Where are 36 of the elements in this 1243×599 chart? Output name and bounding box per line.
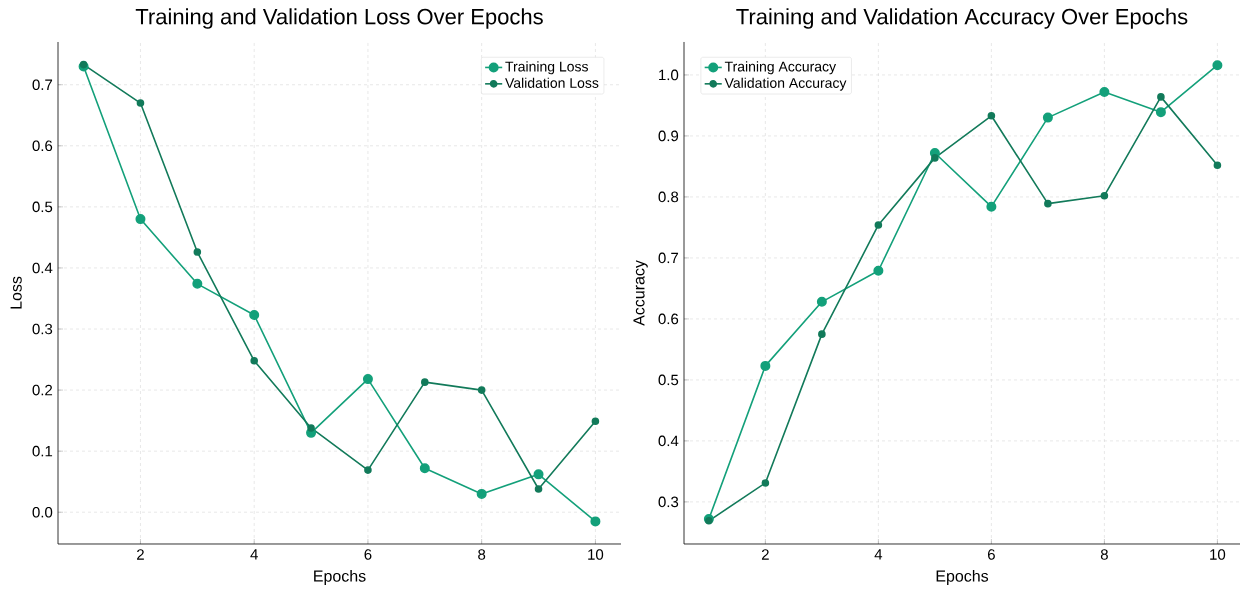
- x-tick-label: 6: [987, 549, 995, 560]
- y-tick-label: 0.8: [658, 191, 679, 203]
- y-tick-label: 0.0: [32, 506, 53, 518]
- x-tick-label: 2: [761, 549, 769, 560]
- legend-label: Validation Loss: [505, 77, 599, 88]
- x-tick-label: 4: [250, 549, 258, 560]
- x-tick-label: 10: [1210, 549, 1226, 560]
- x-tick-label: 4: [874, 549, 883, 560]
- legend-label: Training Loss: [505, 61, 588, 75]
- y-axis-title: Loss: [10, 276, 22, 309]
- y-tick-label: 1.0: [659, 69, 679, 81]
- x-tick-label: 10: [588, 549, 604, 560]
- legend-label: Validation Accuracy: [724, 77, 847, 91]
- y-tick-label: 0.2: [32, 384, 53, 396]
- y-tick-label: 0.4: [32, 262, 53, 274]
- x-axis-title: Epochs: [936, 570, 989, 585]
- chart-title: Training and Validation Accuracy Over Epochs: [736, 8, 1188, 29]
- y-tick-label: 0.7: [658, 252, 679, 264]
- x-axis-title: Epochs: [314, 570, 366, 585]
- x-tick-label: 8: [1100, 549, 1108, 560]
- y-tick-label: 0.6: [32, 140, 53, 152]
- y-tick-label: 0.4: [658, 435, 679, 447]
- x-tick-label: 8: [478, 549, 486, 560]
- chart-title: Training and Validation Loss Over Epochs: [135, 8, 543, 29]
- legend-label: Training Accuracy: [724, 61, 837, 75]
- x-tick-label: 6: [364, 549, 372, 560]
- x-tick-label: 2: [137, 549, 144, 560]
- y-tick-label: 0.7: [32, 79, 53, 91]
- y-tick-label: 0.9: [658, 130, 679, 142]
- y-tick-label: 0.5: [658, 374, 679, 386]
- y-tick-label: 0.6: [658, 313, 679, 325]
- y-tick-label: 0.5: [32, 201, 53, 213]
- y-tick-label: 0.3: [32, 323, 53, 335]
- y-tick-label: 0.3: [658, 496, 679, 508]
- y-tick-label: 0.1: [32, 445, 53, 457]
- y-axis-title: Accuracy: [633, 260, 648, 326]
